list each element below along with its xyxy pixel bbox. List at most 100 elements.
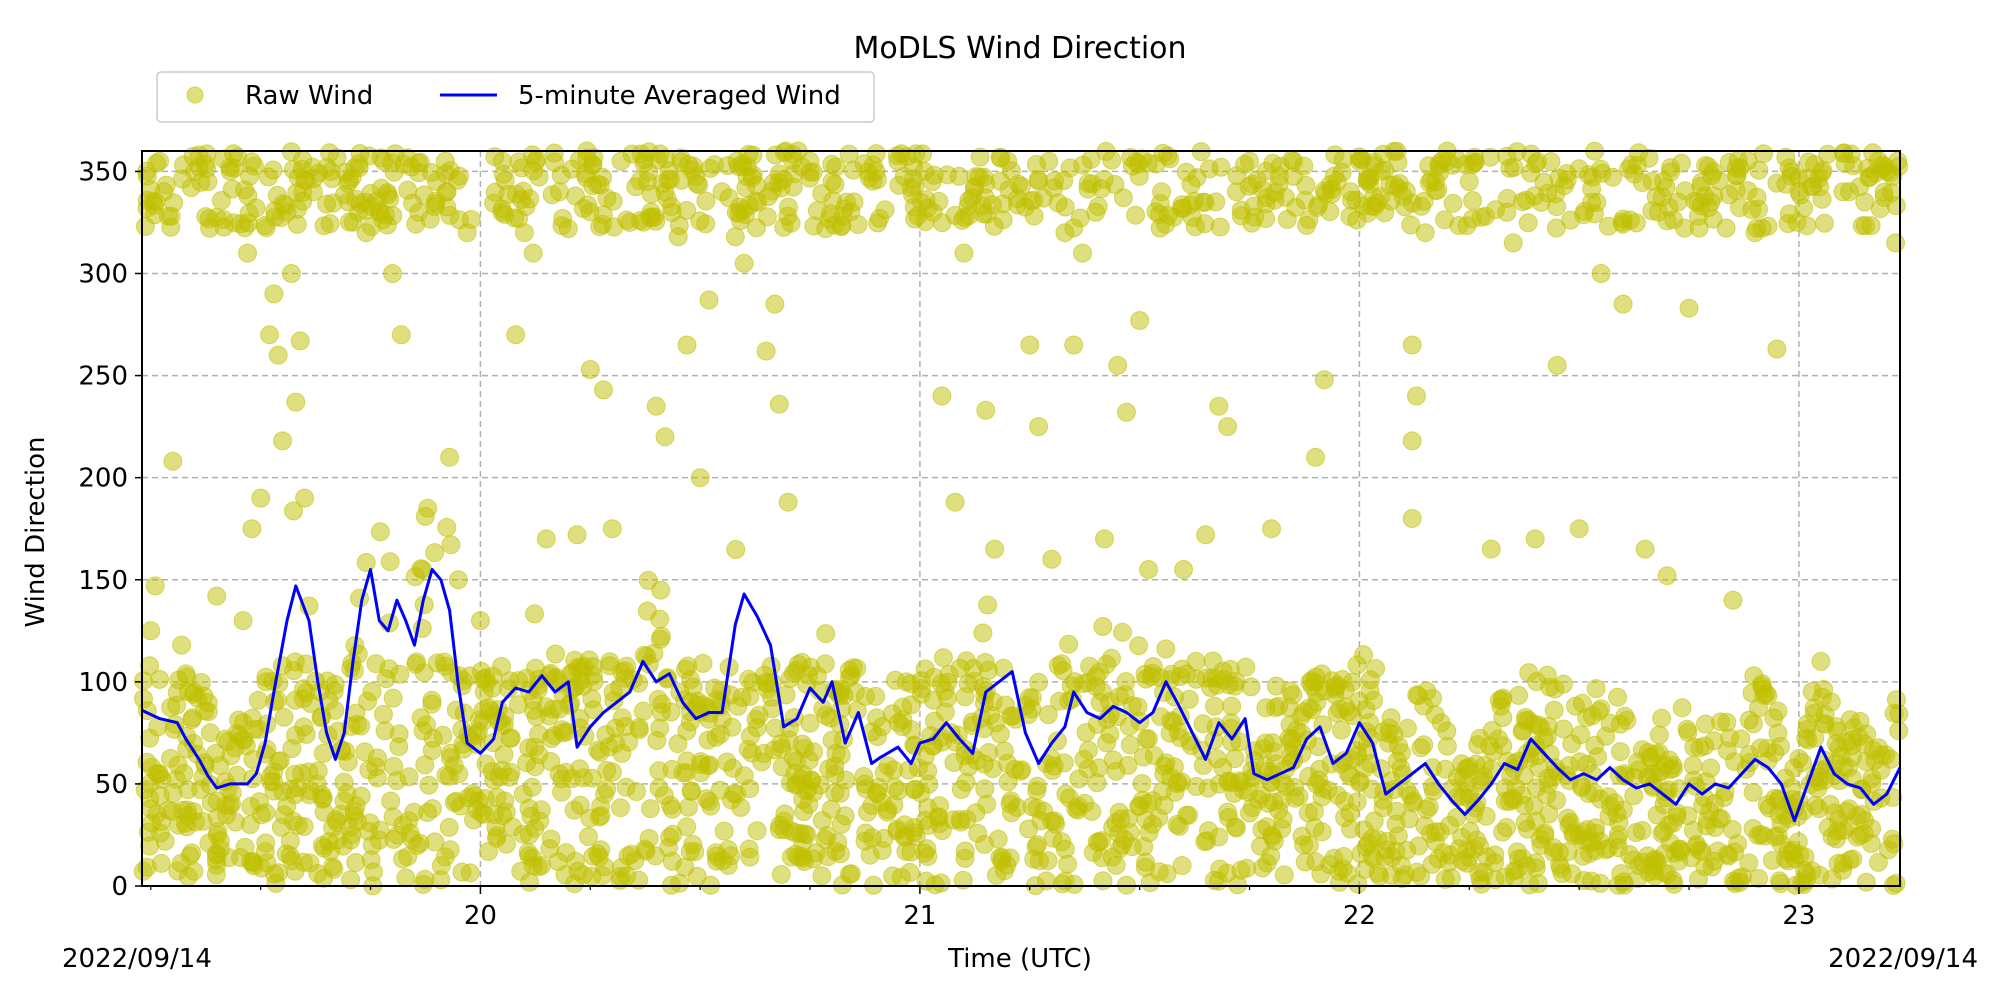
raw-wind-point (951, 779, 971, 799)
raw-wind-point (486, 818, 506, 837)
raw-wind-point (1582, 192, 1602, 212)
raw-wind-point (409, 202, 429, 222)
raw-wind-point (668, 227, 688, 247)
raw-wind-point (908, 758, 928, 778)
raw-wind-point (1122, 696, 1142, 716)
raw-wind-point (435, 151, 455, 171)
raw-wind-point (1058, 854, 1078, 874)
raw-wind-point (701, 796, 721, 816)
raw-wind-point (440, 447, 460, 467)
raw-wind-point (1379, 723, 1399, 743)
raw-wind-point (1557, 170, 1577, 190)
raw-wind-point (1771, 874, 1791, 893)
raw-wind-point (1327, 172, 1347, 192)
raw-wind-point (551, 165, 571, 185)
raw-wind-point (915, 843, 935, 863)
raw-wind-point (185, 812, 205, 832)
raw-wind-point (1518, 213, 1538, 233)
raw-wind-point (935, 702, 955, 722)
raw-wind-point (286, 392, 306, 412)
raw-wind-point (571, 671, 590, 690)
raw-wind-point (1392, 869, 1412, 889)
x-tick-label: 20 (464, 901, 497, 931)
raw-wind-point (1093, 617, 1113, 636)
raw-wind-point (1026, 837, 1046, 857)
raw-wind-point (1768, 701, 1788, 721)
raw-wind-point (182, 710, 202, 730)
raw-wind-point (690, 468, 710, 488)
raw-wind-point (1549, 842, 1569, 862)
raw-wind-point (1525, 529, 1545, 549)
raw-wind-point (1335, 680, 1355, 700)
raw-wind-point (1401, 215, 1421, 235)
raw-wind-point (494, 745, 514, 765)
raw-wind-point (1210, 859, 1230, 879)
y-tick-label: 200 (78, 464, 128, 494)
raw-wind-point (1647, 805, 1667, 825)
raw-wind-point (1742, 200, 1762, 220)
raw-wind-point (1414, 735, 1434, 755)
raw-wind-point (284, 811, 303, 831)
raw-wind-point (1740, 753, 1760, 772)
raw-wind-point (1082, 801, 1102, 821)
raw-wind-point (1468, 735, 1488, 755)
raw-wind-point (1036, 871, 1056, 891)
raw-wind-point (1039, 151, 1059, 171)
raw-wind-point (998, 151, 1018, 171)
raw-wind-point (896, 672, 916, 692)
raw-wind-point (819, 759, 839, 779)
raw-wind-point (415, 755, 435, 775)
raw-wind-point (1723, 590, 1743, 610)
raw-wind-point (1730, 158, 1750, 178)
raw-wind-point (1304, 801, 1324, 821)
raw-wind-point (771, 864, 791, 884)
raw-wind-point (268, 345, 288, 365)
raw-wind-point (437, 517, 457, 537)
raw-wind-point (855, 686, 875, 706)
raw-wind-point (261, 772, 281, 791)
raw-wind-point (1589, 701, 1609, 721)
raw-wind-point (1073, 243, 1092, 263)
raw-wind-point (1312, 822, 1332, 842)
raw-wind-point (627, 782, 646, 802)
raw-wind-point (151, 853, 171, 873)
raw-wind-point (210, 831, 230, 851)
raw-wind-point (1877, 161, 1897, 181)
raw-wind-point (1426, 181, 1445, 201)
raw-wind-point (772, 739, 792, 759)
axes-frame (141, 150, 1901, 887)
raw-wind-point (384, 756, 404, 776)
raw-wind-point (800, 713, 820, 733)
raw-wind-point (374, 151, 394, 171)
raw-wind-point (1716, 218, 1736, 238)
raw-wind-point (978, 595, 998, 615)
raw-wind-point (788, 655, 808, 674)
raw-wind-point (512, 190, 531, 210)
raw-wind-point (844, 192, 864, 212)
raw-wind-point (1176, 162, 1196, 182)
axis-ticks: 0 50 100 150 200 250 300 350 20 21 22 23 (78, 157, 1815, 931)
raw-wind-point (1174, 560, 1194, 579)
raw-wind-point (277, 202, 297, 222)
raw-wind-point (440, 205, 460, 225)
legend-raw-wind-label: Raw Wind (245, 81, 373, 111)
raw-wind-point (840, 668, 859, 687)
raw-wind-point (294, 717, 314, 737)
raw-wind-point (1218, 417, 1238, 437)
raw-wind-point (1569, 159, 1589, 179)
raw-wind-point (950, 810, 970, 829)
raw-wind-point (587, 174, 607, 194)
raw-wind-point (439, 817, 459, 837)
raw-wind-point (1339, 702, 1359, 722)
x-tick-label: 23 (1782, 901, 1815, 931)
raw-wind-point (828, 832, 848, 852)
raw-wind-point (670, 873, 690, 893)
raw-wind-point (1364, 187, 1384, 207)
raw-wind-point (915, 659, 935, 679)
raw-wind-point (611, 151, 631, 171)
raw-wind-point (1219, 808, 1238, 827)
raw-wind-point (878, 800, 898, 820)
raw-wind-point (475, 789, 495, 808)
raw-wind-point (140, 728, 160, 748)
raw-wind-point (1061, 676, 1081, 696)
